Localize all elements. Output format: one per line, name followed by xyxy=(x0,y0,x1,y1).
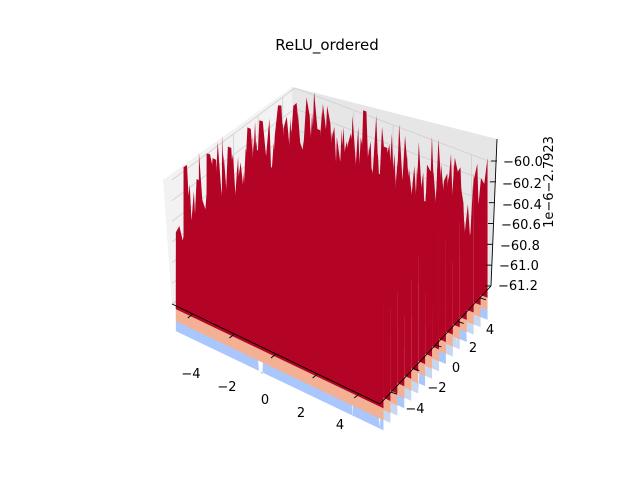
x-tick-label: 4 xyxy=(336,418,344,433)
x-tick-label: 2 xyxy=(297,406,305,421)
z-tick-label: −60.4 xyxy=(502,198,542,213)
chart-title: ReLU_ordered xyxy=(275,36,378,55)
gridline xyxy=(171,108,296,201)
z-tick-label: −60.6 xyxy=(501,218,541,233)
z-tick-label: −61.0 xyxy=(499,259,539,274)
z-tick-label: −60.0 xyxy=(503,155,543,170)
z-tick-label: −60.2 xyxy=(502,177,542,192)
tick-mark xyxy=(270,353,277,359)
z-tick-labels: −60.0 −60.2 −60.4 −60.6 −60.8 −61.0 −61.… xyxy=(498,155,543,294)
y-tick-label: 0 xyxy=(452,361,460,376)
gridline xyxy=(171,87,296,181)
y-tick-label: −4 xyxy=(405,402,424,417)
z-offset-text: 1e−6−2.7923 xyxy=(542,136,557,228)
tick-marks xyxy=(187,160,497,399)
tick-mark xyxy=(312,373,318,379)
tick-mark xyxy=(187,313,194,319)
x-tick-label: −2 xyxy=(217,380,236,395)
x-tick-label: −4 xyxy=(181,367,200,382)
y-tick-label: 2 xyxy=(469,341,477,356)
tick-mark xyxy=(479,297,487,301)
x-tick-labels: −4 −2 0 2 4 xyxy=(181,367,344,433)
x-tick-label: 0 xyxy=(261,393,269,408)
tick-mark xyxy=(229,333,235,339)
y-tick-label: 4 xyxy=(486,323,494,338)
surface-plot xyxy=(175,91,488,431)
tick-mark xyxy=(435,344,442,348)
tick-mark xyxy=(390,391,398,395)
z-axis-line xyxy=(490,138,498,287)
y-tick-label: −2 xyxy=(427,381,446,396)
tick-mark xyxy=(353,393,360,399)
z-tick-label: −61.2 xyxy=(498,279,538,294)
tick-mark xyxy=(413,368,420,372)
gridline xyxy=(294,87,492,163)
tick-mark xyxy=(457,320,464,324)
z-tick-label: −60.8 xyxy=(500,239,540,254)
surface-strip-high xyxy=(175,179,384,409)
y-tick-labels: −4 −2 0 2 4 xyxy=(405,323,494,417)
